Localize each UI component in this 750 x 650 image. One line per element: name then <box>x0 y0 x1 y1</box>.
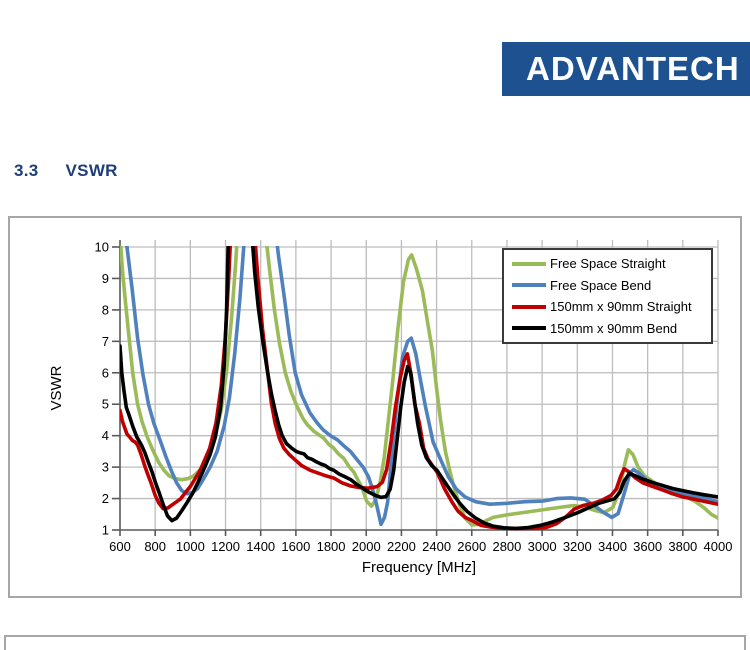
svg-text:3200: 3200 <box>563 539 592 554</box>
svg-text:1600: 1600 <box>281 539 310 554</box>
svg-text:2: 2 <box>102 491 109 506</box>
svg-text:1000: 1000 <box>176 539 205 554</box>
svg-text:3: 3 <box>102 460 109 475</box>
next-content-panel <box>4 635 746 650</box>
legend-label: 150mm x 90mm Bend <box>550 320 678 336</box>
advantech-logo: ADVANTECH <box>502 42 750 96</box>
svg-text:600: 600 <box>109 539 131 554</box>
legend-item: 150mm x 90mm Bend <box>512 318 711 340</box>
svg-text:1800: 1800 <box>317 539 346 554</box>
legend-swatch-150x90-straight <box>512 304 546 309</box>
legend-item: Free Space Straight <box>512 253 711 275</box>
section-heading: 3.3 VSWR <box>14 161 118 181</box>
svg-text:9: 9 <box>102 271 109 286</box>
svg-text:8: 8 <box>102 302 109 317</box>
legend-swatch-150x90-bend <box>512 326 546 331</box>
svg-text:4: 4 <box>102 428 109 443</box>
legend-label: 150mm x 90mm Straight <box>550 299 692 315</box>
legend-item: Free Space Bend <box>512 275 711 297</box>
svg-text:3600: 3600 <box>633 539 662 554</box>
svg-text:5: 5 <box>102 397 109 412</box>
legend-swatch-free-space-bend <box>512 283 546 288</box>
svg-text:2600: 2600 <box>457 539 486 554</box>
svg-text:1200: 1200 <box>211 539 240 554</box>
legend-item: 150mm x 90mm Straight <box>512 296 711 318</box>
svg-text:3000: 3000 <box>528 539 557 554</box>
advantech-logo-text: ADVANTECH <box>526 50 740 87</box>
svg-text:3800: 3800 <box>668 539 697 554</box>
legend-label: Free Space Straight <box>550 256 666 272</box>
svg-text:3400: 3400 <box>598 539 627 554</box>
heading-title: VSWR <box>65 161 118 180</box>
svg-text:1: 1 <box>102 523 109 538</box>
legend-swatch-free-space-straight <box>512 261 546 266</box>
y-axis-title: VSWR <box>48 365 65 411</box>
svg-text:2800: 2800 <box>492 539 521 554</box>
svg-text:2200: 2200 <box>387 539 416 554</box>
svg-text:10: 10 <box>95 240 109 255</box>
svg-text:7: 7 <box>102 334 109 349</box>
svg-text:2400: 2400 <box>422 539 451 554</box>
svg-text:4000: 4000 <box>704 539 733 554</box>
legend-label: Free Space Bend <box>550 277 652 293</box>
svg-text:2000: 2000 <box>352 539 381 554</box>
svg-text:1400: 1400 <box>246 539 275 554</box>
heading-number: 3.3 <box>14 161 39 180</box>
chart-legend: Free Space Straight Free Space Bend 150m… <box>502 248 713 344</box>
svg-text:800: 800 <box>144 539 166 554</box>
x-axis-title: Frequency [MHz] <box>361 559 477 576</box>
svg-text:6: 6 <box>102 365 109 380</box>
